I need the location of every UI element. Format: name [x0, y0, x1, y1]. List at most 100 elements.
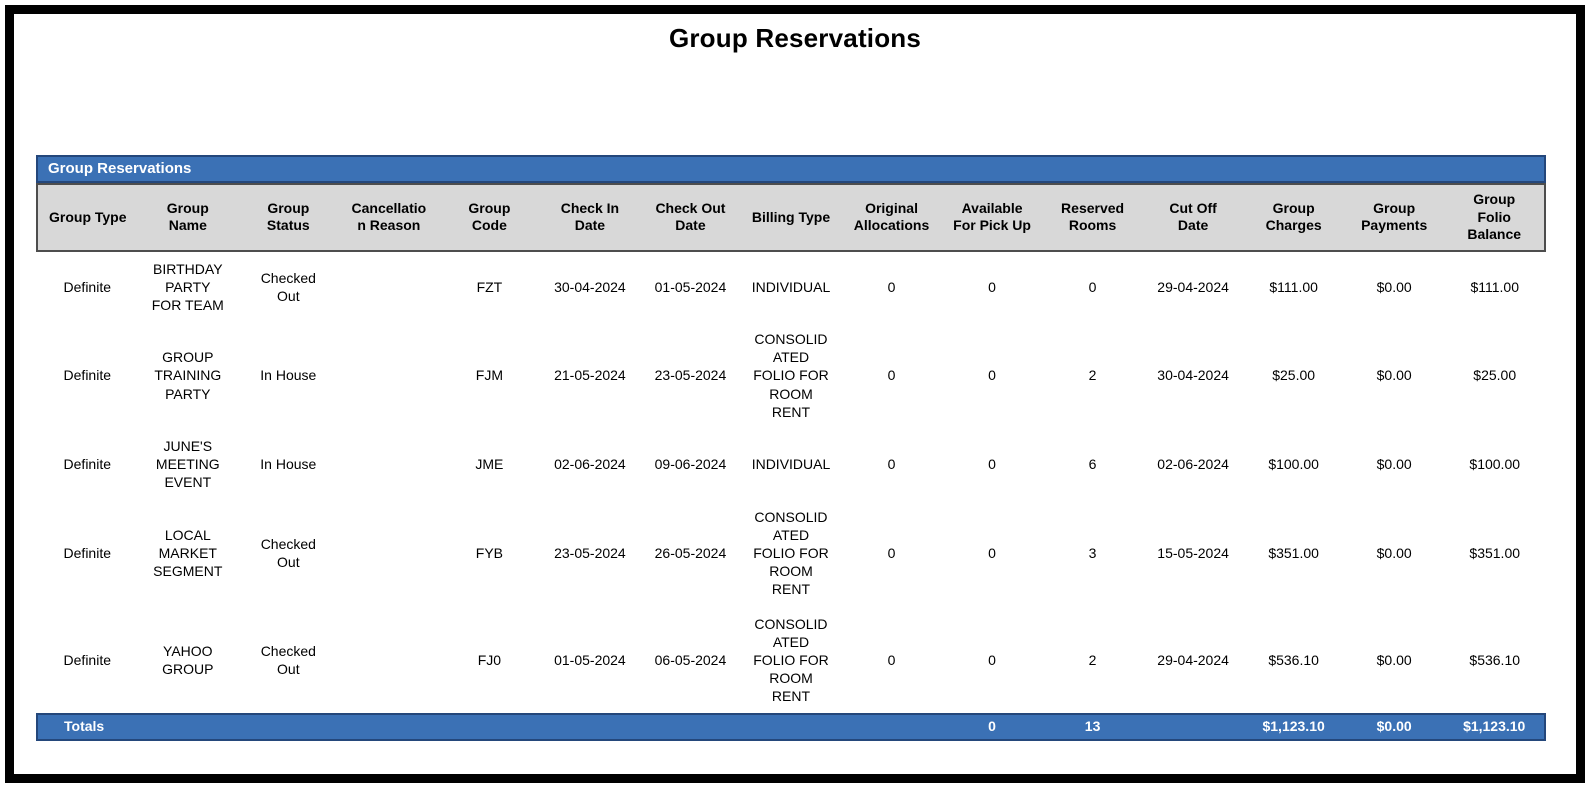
table-cell: 0 — [1042, 250, 1143, 323]
column-header: Group Type — [36, 183, 138, 252]
totals-cell: 0 — [941, 713, 1043, 741]
table-cell: 2 — [1042, 322, 1143, 429]
table-cell: 23-05-2024 — [539, 499, 641, 607]
table-body: Definite BIRTHDAY PARTY FOR TEAM Checked O… — [37, 250, 1545, 715]
table-cell: $351.00 — [1243, 499, 1344, 607]
table-cell: 0 — [841, 606, 942, 715]
table-cell: 0 — [841, 322, 942, 429]
table-cell: 15-05-2024 — [1142, 499, 1244, 607]
section-header-bar: Group Reservations — [36, 155, 1546, 183]
table-cell: 0 — [841, 429, 942, 500]
totals-cell — [238, 713, 339, 741]
table-cell: $536.10 — [1444, 606, 1545, 715]
table-cell: 09-06-2024 — [640, 429, 741, 500]
table-cell: INDIVIDUAL — [740, 429, 842, 500]
table-cell: FZT — [439, 250, 540, 323]
column-header: Group Folio Balance — [1444, 183, 1546, 252]
table-cell: $0.00 — [1343, 322, 1445, 429]
column-header: Group Payments — [1343, 183, 1445, 252]
table-cell: $0.00 — [1343, 429, 1445, 500]
table-header-row: Group Type Group Name Group Status Cancella… — [36, 183, 1546, 252]
totals-cell: 13 — [1042, 713, 1143, 741]
table-cell: $100.00 — [1243, 429, 1344, 500]
column-header: Group Status — [238, 183, 339, 252]
table-cell: $111.00 — [1444, 250, 1545, 323]
column-header: Available For Pick Up — [941, 183, 1043, 252]
table-header: Group Type Group Name Group Status Cancella… — [36, 183, 1546, 252]
table-cell: INDIVIDUAL — [740, 250, 842, 323]
table-cell: JUNE'S MEETING EVENT — [137, 429, 239, 500]
table-cell: $351.00 — [1444, 499, 1545, 607]
table-cell: 29-04-2024 — [1142, 606, 1244, 715]
table-cell: $25.00 — [1243, 322, 1344, 429]
table-cell: LOCAL MARKET SEGMENT — [137, 499, 239, 607]
table-cell: CONSOLID ATED FOLIO FOR ROOM RENT — [740, 322, 842, 429]
table-row: Definite BIRTHDAY PARTY FOR TEAM Checked O… — [37, 250, 1545, 323]
table-cell: 2 — [1042, 606, 1143, 715]
totals-cell — [439, 713, 540, 741]
table-cell: 06-05-2024 — [640, 606, 741, 715]
table-cell: $25.00 — [1444, 322, 1545, 429]
totals-cell — [137, 713, 239, 741]
totals-cell — [1142, 713, 1244, 741]
table-cell: Definite — [37, 499, 138, 607]
page-frame: Group Reservations Group Reservations Gr… — [5, 5, 1585, 783]
column-header: Cancellatio n Reason — [338, 183, 440, 252]
totals-cell — [841, 713, 942, 741]
totals-cell: $0.00 — [1343, 713, 1445, 741]
column-header: Check In Date — [539, 183, 641, 252]
table-cell — [338, 322, 440, 429]
table-cell: 02-06-2024 — [539, 429, 641, 500]
table-cell: Checked Out — [238, 250, 339, 323]
totals-cell — [338, 713, 440, 741]
table-cell: 29-04-2024 — [1142, 250, 1244, 323]
table-cell: 0 — [941, 250, 1043, 323]
reservations-table: Group Type Group Name Group Status Cancella… — [36, 183, 1546, 741]
table-cell: FJM — [439, 322, 540, 429]
totals-cell — [539, 713, 641, 741]
table-cell: $111.00 — [1243, 250, 1344, 323]
table-cell: BIRTHDAY PARTY FOR TEAM — [137, 250, 239, 323]
table-cell: 01-05-2024 — [539, 606, 641, 715]
table-cell: 01-05-2024 — [640, 250, 741, 323]
table-cell: CONSOLID ATED FOLIO FOR ROOM RENT — [740, 606, 842, 715]
table-row: Definite JUNE'S MEETING EVENT In House JME 0… — [37, 429, 1545, 500]
table-cell: 30-04-2024 — [1142, 322, 1244, 429]
group-reservations-report: Group Reservations Group Type Group Name G… — [36, 155, 1546, 741]
table-cell: $0.00 — [1343, 606, 1445, 715]
table-cell: 0 — [941, 429, 1043, 500]
table-cell: 21-05-2024 — [539, 322, 641, 429]
page-title: Group Reservations — [668, 23, 922, 53]
table-cell: 0 — [841, 499, 942, 607]
table-cell: 3 — [1042, 499, 1143, 607]
table-cell: In House — [238, 322, 339, 429]
table-row: Definite LOCAL MARKET SEGMENT Checked Out F… — [37, 499, 1545, 607]
table-cell: Definite — [37, 429, 138, 500]
table-cell: Definite — [37, 322, 138, 429]
table-cell: 0 — [941, 322, 1043, 429]
table-cell: JME — [439, 429, 540, 500]
table-cell: 0 — [841, 250, 942, 323]
table-cell: Definite — [37, 250, 138, 323]
column-header: Reserved Rooms — [1042, 183, 1143, 252]
table-row: Definite YAHOO GROUP Checked Out FJ0 01-05-2… — [37, 606, 1545, 715]
table-cell: FJ0 — [439, 606, 540, 715]
table-cell: $100.00 — [1444, 429, 1545, 500]
table-row: Definite GROUP TRAINING PARTY In House FJM 2… — [37, 322, 1545, 429]
table-cell: 0 — [941, 606, 1043, 715]
totals-row: Totals 0 13 $1,123.10 $0.00 $1,123.10 — [36, 713, 1546, 741]
table-cell: $0.00 — [1343, 250, 1445, 323]
table-cell: 0 — [941, 499, 1043, 607]
totals-label: Totals — [36, 713, 138, 741]
column-header: Check Out Date — [640, 183, 741, 252]
totals-cell: $1,123.10 — [1444, 713, 1546, 741]
table-cell: 26-05-2024 — [640, 499, 741, 607]
table-cell: 30-04-2024 — [539, 250, 641, 323]
table-cell: GROUP TRAINING PARTY — [137, 322, 239, 429]
table-cell: 6 — [1042, 429, 1143, 500]
table-cell: In House — [238, 429, 339, 500]
totals-cell — [640, 713, 741, 741]
table-footer: Totals 0 13 $1,123.10 $0.00 $1,123.10 — [36, 713, 1546, 741]
column-header: Billing Type — [740, 183, 842, 252]
table-cell: $536.10 — [1243, 606, 1344, 715]
